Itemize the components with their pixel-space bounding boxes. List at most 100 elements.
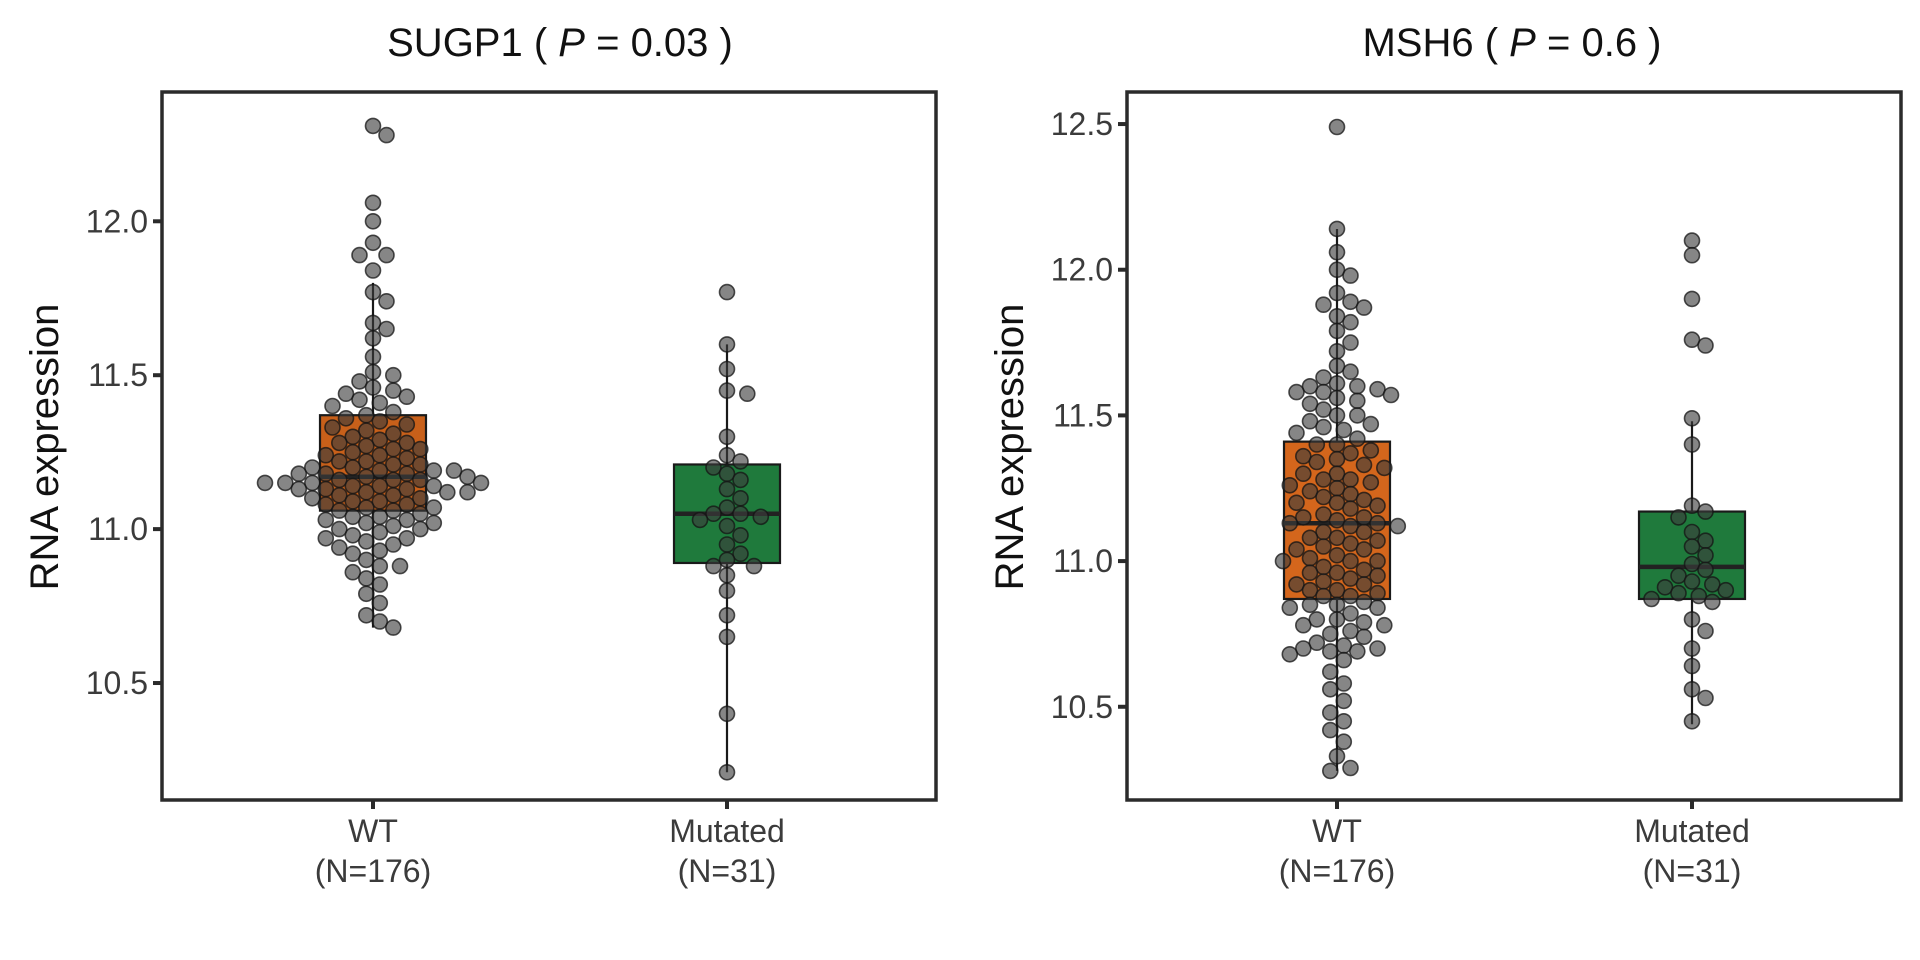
data-point <box>1683 436 1701 453</box>
data-point <box>1328 375 1346 392</box>
data-point <box>357 514 375 532</box>
p-value-open: ( <box>1474 21 1510 65</box>
data-point <box>1670 584 1687 602</box>
data-point <box>1690 587 1708 605</box>
data-point <box>1342 535 1359 552</box>
data-point <box>371 523 389 541</box>
data-point <box>1369 584 1386 602</box>
data-point <box>1683 246 1701 264</box>
data-point <box>425 477 443 495</box>
data-point <box>1295 447 1312 465</box>
data-point <box>718 582 736 600</box>
y-tick-label: 10.5 <box>1051 689 1113 725</box>
data-point <box>1328 450 1346 468</box>
data-point <box>1355 628 1373 646</box>
data-point <box>1281 476 1299 494</box>
data-point <box>1643 590 1660 608</box>
data-point <box>1683 290 1701 308</box>
x-axis-ticks: WT (N=176) Mutated (N=31) <box>1279 800 1750 889</box>
data-point <box>1301 412 1319 430</box>
data-point <box>1322 721 1339 739</box>
p-value: 0.03 <box>631 21 709 65</box>
data-point <box>1362 442 1380 459</box>
data-point <box>1281 645 1299 663</box>
data-point <box>303 459 321 476</box>
data-point <box>1301 564 1319 582</box>
data-point <box>1328 389 1346 407</box>
data-point <box>337 385 355 403</box>
data-point <box>718 283 736 301</box>
data-point <box>303 474 321 492</box>
data-point <box>344 563 362 581</box>
data-point <box>351 246 368 264</box>
data-point <box>1369 497 1386 515</box>
data-point <box>1683 331 1701 349</box>
data-point <box>1308 436 1326 453</box>
data-point <box>1683 523 1701 541</box>
data-point <box>411 505 429 523</box>
data-point <box>1328 322 1346 340</box>
data-point <box>732 545 749 563</box>
y-tick-label: 10.5 <box>86 665 148 701</box>
data-point <box>718 536 736 553</box>
data-point <box>732 489 749 507</box>
data-point <box>425 462 443 479</box>
data-point <box>364 262 382 279</box>
data-point <box>705 459 722 476</box>
data-point <box>1342 605 1359 622</box>
data-point <box>398 449 416 467</box>
data-point <box>718 705 736 723</box>
data-point <box>357 483 375 501</box>
panel-title: MSH6 ( P = 0.6 ) <box>1362 21 1661 65</box>
data-point <box>1315 587 1332 605</box>
x-axis-ticks: WT (N=176) Mutated (N=31) <box>315 800 785 889</box>
x-tick-n-label: (N=176) <box>315 853 432 889</box>
data-point <box>1342 622 1359 640</box>
plot-marks <box>256 117 782 781</box>
data-point <box>364 117 382 135</box>
data-point <box>1355 576 1373 593</box>
data-point <box>371 576 389 593</box>
data-point <box>1328 261 1346 279</box>
group-mutated <box>1637 232 1747 730</box>
data-point <box>1315 471 1332 488</box>
p-eq: = <box>1536 21 1582 65</box>
p-value-open: ( <box>523 21 559 65</box>
data-point <box>1315 418 1332 436</box>
data-point <box>1670 509 1687 526</box>
y-tick-label: 11.0 <box>1053 543 1113 579</box>
data-point <box>1670 567 1687 585</box>
data-point <box>1328 564 1346 582</box>
y-axis-ticks: 10.5 11.0 11.5 12.0 <box>86 203 162 701</box>
data-point <box>378 320 395 338</box>
data-point <box>1369 380 1386 398</box>
data-point <box>438 483 456 501</box>
data-point <box>718 446 736 464</box>
data-point <box>1315 573 1332 590</box>
data-point <box>364 194 382 212</box>
data-point <box>1683 555 1701 573</box>
data-point <box>705 505 722 523</box>
data-point <box>1328 546 1346 564</box>
data-point <box>1683 712 1701 730</box>
data-point <box>398 529 416 547</box>
data-point <box>364 363 382 381</box>
data-point <box>371 462 389 479</box>
data-point <box>718 763 736 781</box>
x-tick-label: WT <box>1312 813 1362 849</box>
plot-marks <box>1274 118 1747 780</box>
data-point <box>371 557 389 575</box>
points <box>1643 232 1735 730</box>
p-value-close: ) <box>1637 21 1661 65</box>
data-point <box>1322 762 1339 780</box>
data-point <box>1349 392 1366 410</box>
plot-border <box>1125 90 1903 802</box>
data-point <box>732 453 749 470</box>
x-tick-label: WT <box>348 813 398 849</box>
data-point <box>1355 613 1373 631</box>
data-point <box>384 517 402 535</box>
data-point <box>1328 436 1346 453</box>
data-point <box>1301 395 1319 413</box>
data-point <box>1328 611 1346 628</box>
